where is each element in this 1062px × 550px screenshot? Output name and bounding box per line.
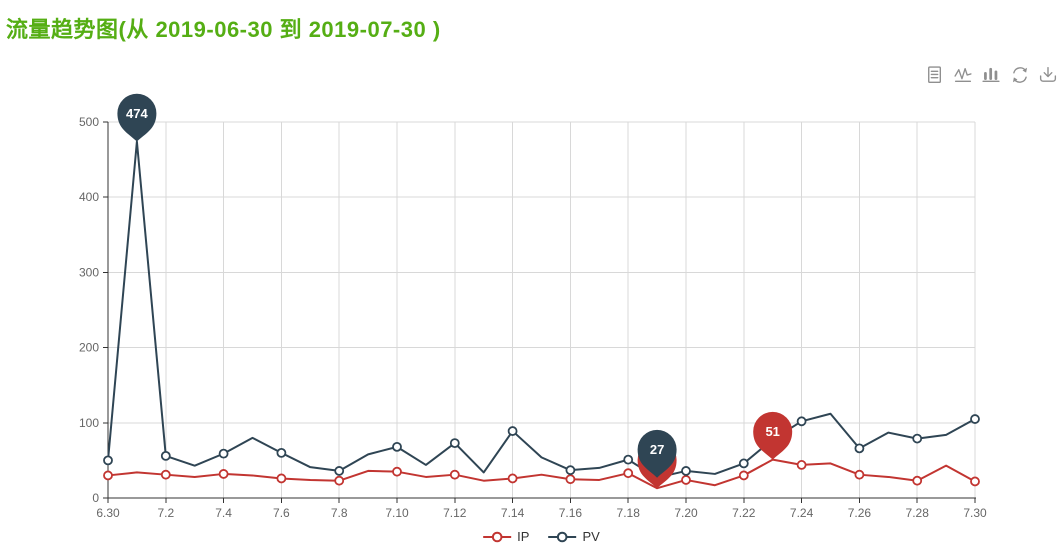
svg-text:7.4: 7.4 xyxy=(215,506,232,520)
svg-text:27: 27 xyxy=(650,442,664,457)
svg-text:200: 200 xyxy=(79,341,99,355)
page-title: 流量趋势图(从 2019-06-30 到 2019-07-30 ) xyxy=(6,17,441,42)
axes xyxy=(103,121,976,503)
svg-text:7.20: 7.20 xyxy=(674,506,698,520)
svg-text:474: 474 xyxy=(126,106,148,121)
save-image-icon[interactable] xyxy=(1038,65,1058,85)
legend-label-pv: PV xyxy=(582,529,600,544)
pv-legend-marker xyxy=(548,531,577,542)
bar-chart-icon[interactable] xyxy=(981,65,1001,85)
svg-text:7.18: 7.18 xyxy=(617,506,641,520)
pin-pv-7.1 xyxy=(117,93,157,142)
svg-text:51: 51 xyxy=(765,424,779,439)
svg-text:7.12: 7.12 xyxy=(443,506,467,520)
chart-legend: IP PV xyxy=(482,529,600,544)
svg-text:7.6: 7.6 xyxy=(273,506,290,520)
svg-text:7.24: 7.24 xyxy=(790,506,814,520)
restore-icon[interactable] xyxy=(1010,65,1030,85)
svg-text:7.16: 7.16 xyxy=(559,506,583,520)
legend-label-ip: IP xyxy=(517,529,530,544)
legend-item-ip[interactable]: IP xyxy=(482,529,529,544)
data-view-icon[interactable] xyxy=(924,65,944,85)
axis-labels: 0 100 200 300 400 500 6.30 7.2 7.4 7.6 7.8 7.10 7.12… xyxy=(79,115,987,520)
svg-text:7.26: 7.26 xyxy=(848,506,872,520)
svg-text:7.8: 7.8 xyxy=(331,506,348,520)
svg-text:7.22: 7.22 xyxy=(732,506,756,520)
ip-line xyxy=(107,458,976,490)
svg-text:400: 400 xyxy=(79,190,99,204)
svg-text:0: 0 xyxy=(92,491,99,505)
svg-text:6.30: 6.30 xyxy=(96,506,120,520)
series-lines xyxy=(107,140,976,490)
svg-text:7.28: 7.28 xyxy=(906,506,930,520)
legend-item-pv[interactable]: PV xyxy=(547,529,600,544)
pin-pv-7.19 xyxy=(637,429,677,478)
mark-point-pins: 474 27 51 xyxy=(117,93,793,489)
svg-text:100: 100 xyxy=(79,416,99,430)
svg-text:500: 500 xyxy=(79,115,99,129)
svg-text:7.10: 7.10 xyxy=(385,506,409,520)
line-chart-icon[interactable] xyxy=(953,65,973,85)
chart-toolbar xyxy=(924,62,1058,88)
pv-line xyxy=(107,140,976,479)
pin-ip-7.23 xyxy=(753,411,793,460)
svg-text:300: 300 xyxy=(79,265,99,279)
series-symbols xyxy=(103,414,980,487)
svg-text:7.2: 7.2 xyxy=(157,506,174,520)
svg-text:7.14: 7.14 xyxy=(501,506,525,520)
grid-lines xyxy=(108,121,976,498)
svg-text:7.30: 7.30 xyxy=(963,506,987,520)
ip-legend-marker xyxy=(483,531,512,542)
